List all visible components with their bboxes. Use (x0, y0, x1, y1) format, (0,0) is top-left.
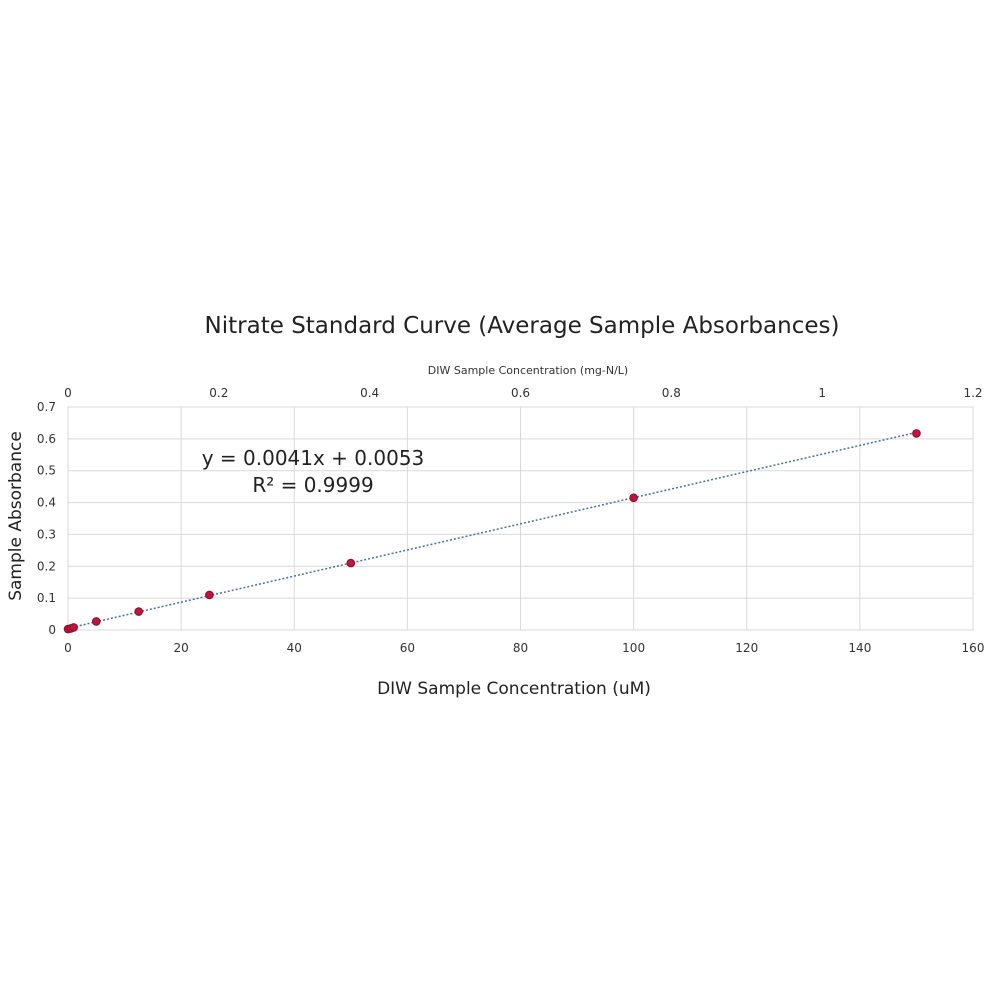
data-point (346, 558, 356, 568)
data-point (69, 623, 78, 632)
top-x-tick-label: 0.4 (360, 386, 379, 400)
data-point (91, 617, 101, 626)
y-tick-label: 0.4 (37, 496, 56, 510)
data-points (63, 429, 921, 634)
top-x-tick-label: 0.2 (209, 386, 228, 400)
y-tick-label: 0.6 (37, 432, 56, 446)
top-x-tick-label: 0 (64, 386, 72, 400)
x-tick-label: 120 (735, 641, 758, 655)
x-axis-title: DIW Sample Concentration (uM) (377, 679, 651, 699)
y-tick-label: 0.3 (37, 527, 56, 541)
x-tick-label: 80 (513, 641, 528, 655)
data-point (134, 607, 144, 616)
x-tick-label: 20 (173, 641, 188, 655)
y-tick-label: 0.2 (37, 559, 56, 573)
top-x-tick-label: 0.6 (511, 386, 530, 400)
data-point (912, 429, 921, 438)
y-tick-label: 0.1 (37, 591, 56, 605)
x-tick-label: 60 (400, 641, 415, 655)
top-x-tick-label: 1 (818, 386, 826, 400)
chart-title: Nitrate Standard Curve (Average Sample A… (205, 313, 840, 339)
y-axis-title: Sample Absorbance (6, 431, 26, 601)
r-squared-label: R² = 0.9999 (252, 473, 373, 497)
x-axis-ticks: 0 20 40 60 80 100 120 140 160 (64, 641, 984, 655)
trendline-equation: y = 0.0041x + 0.0053 (202, 446, 425, 470)
top-x-axis-ticks: 0 0.2 0.4 0.6 0.8 1 1.2 (64, 386, 982, 400)
y-axis-ticks: 0 0.1 0.2 0.3 0.4 0.5 0.6 0.7 (37, 400, 56, 637)
y-tick-label: 0.7 (37, 400, 56, 414)
trendline (67, 431, 917, 630)
x-tick-label: 160 (962, 641, 985, 655)
x-tick-label: 40 (287, 641, 302, 655)
top-x-tick-label: 1.2 (963, 386, 982, 400)
plot-area (67, 406, 974, 631)
data-point (629, 493, 638, 503)
x-tick-label: 0 (64, 641, 72, 655)
data-point (205, 590, 214, 600)
y-tick-label: 0.5 (37, 464, 56, 478)
top-x-axis-title: DIW Sample Concentration (mg-N/L) (428, 364, 628, 377)
x-tick-label: 140 (848, 641, 871, 655)
x-tick-label: 100 (622, 641, 645, 655)
top-x-tick-label: 0.8 (662, 386, 681, 400)
gridlines (67, 406, 974, 631)
y-tick-label: 0 (48, 623, 56, 637)
